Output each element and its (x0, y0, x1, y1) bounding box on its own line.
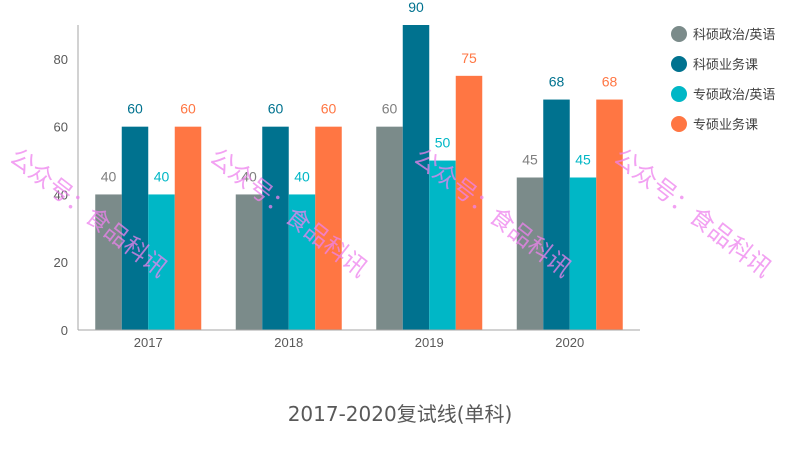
data-label: 40 (154, 168, 170, 184)
data-label: 75 (461, 50, 477, 66)
data-label: 40 (241, 168, 257, 184)
bars-layer (95, 25, 623, 331)
data-label: 90 (408, 0, 424, 15)
data-label: 45 (522, 152, 538, 168)
data-label: 40 (101, 168, 117, 184)
y-tick-label: 20 (54, 255, 68, 270)
data-label: 60 (127, 101, 143, 117)
bar (262, 126, 289, 331)
x-tick-label: 2017 (134, 335, 163, 350)
y-tick-labels: 0 20 40 60 80 (54, 52, 68, 338)
legend-marker (671, 26, 687, 42)
bar (235, 194, 263, 330)
chart-title: 2017-2020复试线(单科) (288, 402, 513, 426)
data-label: 60 (321, 101, 337, 117)
bar (288, 194, 316, 330)
bar (174, 126, 202, 331)
y-tick-label: 60 (54, 120, 68, 135)
x-tick-label: 2020 (555, 335, 584, 350)
bar (148, 194, 175, 330)
axes-layer (77, 25, 640, 331)
legend-label: 专硕政治/英语 (693, 88, 775, 103)
data-labels-layer: 40 60 40 60 40 60 40 60 60 90 50 75 45 68 45 68 (101, 0, 618, 184)
legend-marker (671, 56, 687, 72)
legend-label: 专硕业务课 (693, 117, 758, 133)
data-label: 68 (602, 74, 618, 90)
data-label: 60 (382, 101, 398, 117)
legend-marker (671, 86, 687, 102)
y-tick-label: 80 (54, 52, 68, 67)
y-tick-label: 0 (61, 323, 68, 338)
bar (569, 177, 597, 330)
bar (516, 177, 544, 330)
data-label: 60 (180, 101, 196, 117)
bar (315, 126, 342, 331)
bar (95, 194, 122, 330)
bar (121, 126, 149, 331)
data-label: 68 (549, 74, 565, 90)
bar (429, 160, 456, 330)
data-label: 60 (268, 101, 284, 117)
legend-label: 科硕业务课 (693, 57, 758, 73)
legend-marker (671, 116, 687, 132)
bar (543, 99, 570, 330)
bar (376, 126, 403, 331)
legend-label: 科硕政治/英语 (693, 28, 775, 43)
data-label: 45 (575, 152, 591, 168)
x-tick-label: 2019 (415, 335, 444, 350)
data-label: 50 (435, 135, 451, 151)
x-tick-label: 2018 (274, 335, 303, 350)
data-label: 40 (294, 168, 310, 184)
watermark-text: 公众号：食品科讯 (608, 143, 777, 283)
x-tick-labels: 2017 2018 2019 2020 (134, 335, 584, 350)
bar (402, 25, 430, 330)
bar (455, 75, 483, 330)
bar (596, 99, 623, 330)
y-tick-label: 40 (54, 187, 68, 202)
